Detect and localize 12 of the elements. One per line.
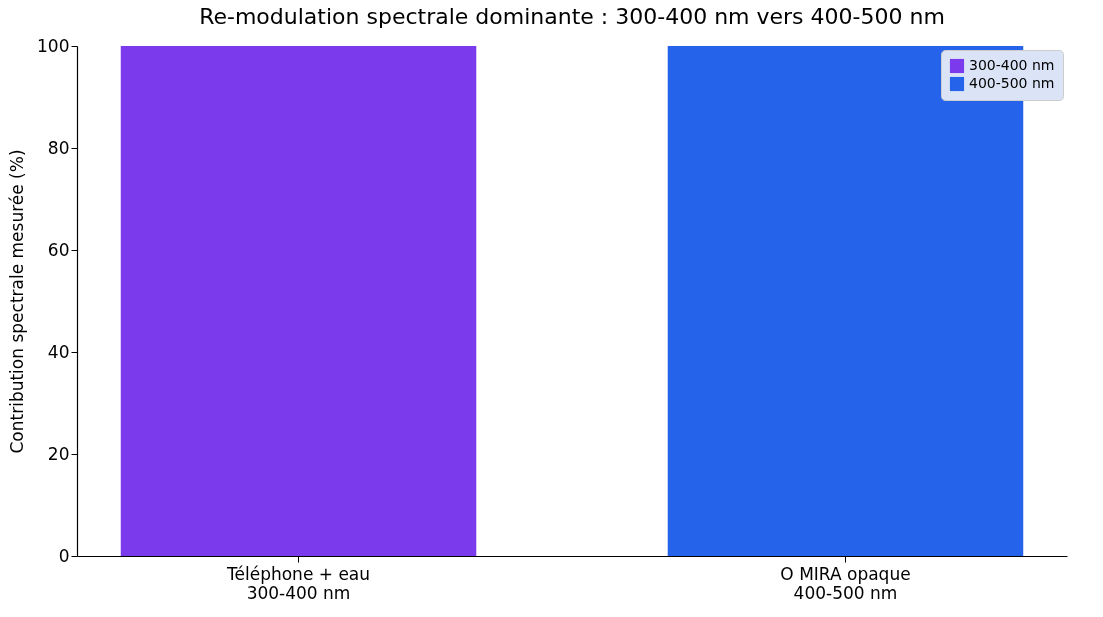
y-tick-label: 60	[47, 239, 70, 260]
y-tick-label: 80	[47, 137, 70, 158]
legend-label: 300-400 nm	[969, 57, 1055, 73]
y-tick-label: 100	[37, 35, 70, 56]
chart-title: Re-modulation spectrale dominante : 300-400 nm vers 400-500 nm	[199, 4, 945, 29]
legend-label: 400-500 nm	[969, 75, 1055, 91]
y-tick-label: 40	[47, 341, 70, 362]
y-axis-title: Contribution spectrale mesurée (%)	[7, 149, 28, 454]
y-tick-label: 0	[58, 545, 70, 566]
x-tick-label: Téléphone + eau 300-400 nm	[226, 563, 371, 603]
y-tick-label: 20	[47, 443, 70, 464]
x-tick-label: O MIRA opaque 400-500 nm	[780, 563, 911, 603]
